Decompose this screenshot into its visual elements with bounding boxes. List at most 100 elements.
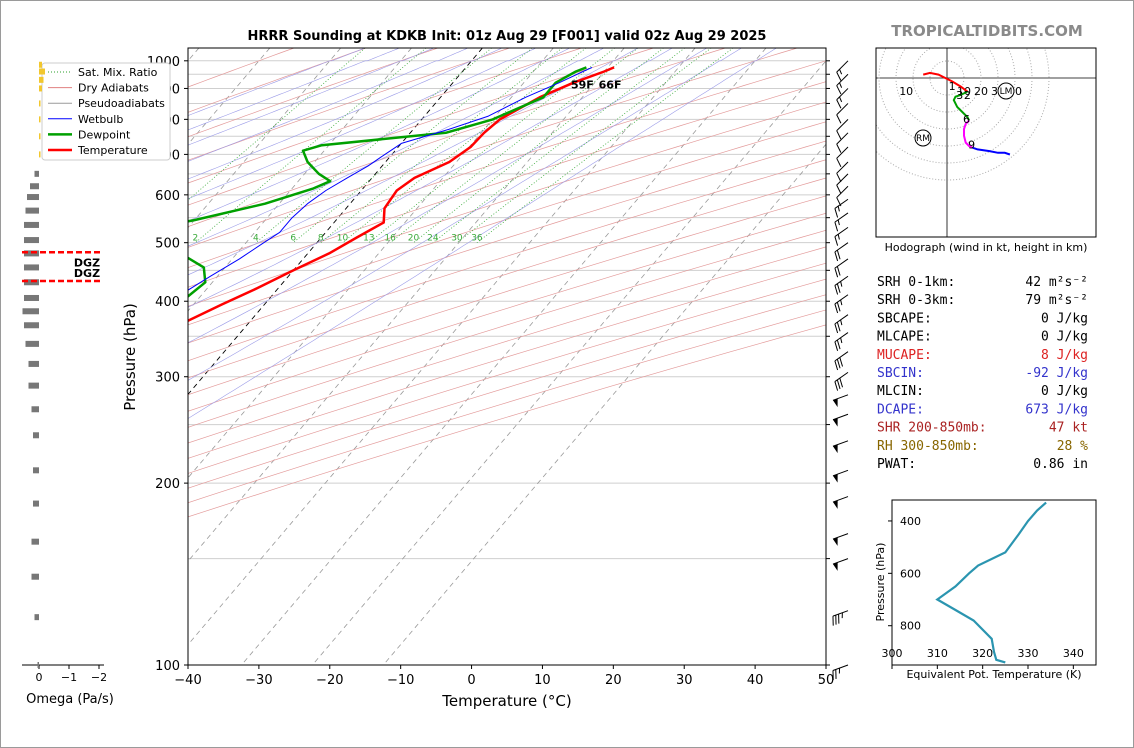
wind-barb bbox=[836, 103, 849, 124]
wind-barb-full bbox=[836, 302, 841, 312]
dry-adiabat-line bbox=[188, 177, 826, 379]
hodograph-panel: 101020304012369LMRM bbox=[876, 48, 1096, 237]
wind-barb-staff bbox=[834, 226, 849, 237]
param-label: RH 300-850mb: bbox=[877, 439, 979, 454]
wind-barb-half bbox=[837, 206, 840, 212]
omega-bar bbox=[33, 500, 39, 507]
isotherm-line bbox=[382, 143, 826, 665]
param-label: SRH 0-1km: bbox=[877, 275, 955, 290]
x-tick-label: 0 bbox=[467, 673, 475, 688]
wind-barb-staff bbox=[832, 413, 849, 421]
legend-label: Pseudoadiabats bbox=[78, 97, 165, 110]
hodo-height-label: 3 bbox=[956, 89, 963, 102]
param-label: DCAPE: bbox=[877, 402, 924, 417]
dry-adiabat-line bbox=[188, 48, 582, 184]
wind-barb-half bbox=[837, 219, 840, 226]
x-tick-label: 30 bbox=[676, 673, 693, 688]
wind-barb bbox=[832, 664, 849, 680]
wind-barb bbox=[836, 185, 849, 207]
wind-barb-full bbox=[836, 379, 841, 390]
theta-y-tick-label: 400 bbox=[900, 515, 921, 528]
hodo-marker-ring bbox=[997, 82, 1015, 100]
hodo-ring bbox=[929, 60, 965, 96]
legend-label: Wetbulb bbox=[78, 113, 123, 126]
omega-bar bbox=[24, 294, 39, 301]
param-label: SRH 0-3km: bbox=[877, 293, 955, 308]
hodo-marker-label: LM bbox=[1000, 87, 1013, 97]
wind-barb bbox=[834, 332, 849, 351]
omega-bar bbox=[30, 183, 39, 190]
surface-dewpoint-label: 59F bbox=[571, 78, 594, 91]
omega-bar bbox=[25, 207, 39, 214]
mixing-ratio-label: 30 bbox=[451, 234, 463, 244]
omega-tick-label: 0 bbox=[36, 671, 43, 684]
dry-adiabat-line bbox=[188, 81, 826, 288]
omega-bar bbox=[39, 133, 41, 140]
skewt-ylabel: Pressure (hPa) bbox=[121, 303, 139, 411]
omega-bar bbox=[39, 68, 45, 75]
omega-bar bbox=[31, 406, 39, 413]
pseudoadiabat-line bbox=[188, 48, 469, 162]
isotherm-line bbox=[241, 48, 767, 665]
wind-barb-full bbox=[834, 285, 839, 295]
theta-x-tick-label: 320 bbox=[972, 647, 993, 660]
wind-barb-full bbox=[836, 266, 841, 276]
wind-barb-half bbox=[840, 299, 843, 306]
y-tick-label: 200 bbox=[155, 477, 180, 492]
hodo-height-label: 6 bbox=[963, 113, 970, 126]
pseudoadiabat-line bbox=[188, 48, 707, 344]
skewt-xlabel: Temperature (°C) bbox=[441, 692, 571, 710]
mixing-ratio-line bbox=[432, 48, 685, 244]
mixing-ratio-line bbox=[476, 48, 734, 244]
param-value: 28 % bbox=[1057, 439, 1088, 454]
wind-barb-full bbox=[834, 208, 839, 218]
hodo-ring-label: 10 bbox=[899, 85, 913, 98]
mixing-ratio-label: 16 bbox=[384, 234, 396, 244]
hodo-ring bbox=[878, 48, 1016, 147]
x-tick-label: 10 bbox=[534, 673, 551, 688]
wind-barb bbox=[836, 146, 849, 168]
wind-barb-staff bbox=[832, 469, 849, 477]
wind-barb bbox=[832, 394, 849, 408]
omega-bar bbox=[24, 237, 39, 244]
wind-barb-flag bbox=[832, 444, 838, 454]
dry-adiabat-line bbox=[188, 48, 510, 161]
omega-bar bbox=[39, 61, 42, 68]
wind-barb-staff bbox=[832, 558, 849, 565]
wind-barb bbox=[832, 440, 849, 454]
wind-barb-flag bbox=[832, 398, 838, 408]
wind-barb bbox=[834, 258, 849, 278]
dry-adiabat-line bbox=[188, 309, 826, 504]
wind-barb-staff bbox=[836, 60, 849, 73]
mixing-ratio-label: 36 bbox=[471, 234, 483, 244]
hodo-rings bbox=[876, 48, 1050, 181]
omega-bar bbox=[39, 116, 41, 123]
x-tick-label: 20 bbox=[605, 673, 622, 688]
wind-barb-staff bbox=[836, 146, 849, 159]
wind-barb-full bbox=[834, 236, 839, 246]
surface-temperature-label: 66F bbox=[599, 78, 622, 91]
wind-barb-full bbox=[836, 197, 842, 207]
param-value: 47 kt bbox=[1049, 421, 1088, 436]
pseudoadiabat-line bbox=[188, 48, 365, 116]
omega-bar bbox=[33, 432, 39, 439]
chart-title: HRRR Sounding at KDKB Init: 01z Aug 29 [… bbox=[248, 29, 767, 44]
mixing-ratio-label: 10 bbox=[337, 234, 349, 244]
dry-adiabat-line bbox=[188, 246, 826, 444]
hodo-segment bbox=[963, 119, 973, 149]
wind-barb-full bbox=[834, 221, 839, 232]
omega-bar bbox=[39, 76, 44, 83]
mixing-ratio-label: 2 bbox=[193, 234, 199, 244]
x-tick-label: −20 bbox=[316, 673, 343, 688]
wind-barb-staff bbox=[834, 258, 849, 269]
omega-bar bbox=[27, 194, 39, 201]
y-tick-label: 600 bbox=[155, 189, 180, 204]
mixing-ratio-label: 8 bbox=[318, 234, 324, 244]
wind-barb-full bbox=[836, 85, 842, 95]
dry-adiabat-line bbox=[188, 60, 826, 268]
wind-barb-staff bbox=[832, 664, 849, 671]
brand-label: TROPICALTIDBITS.COM bbox=[891, 22, 1083, 40]
dry-adiabat-line bbox=[188, 101, 826, 307]
param-value: 0 J/kg bbox=[1041, 384, 1088, 399]
